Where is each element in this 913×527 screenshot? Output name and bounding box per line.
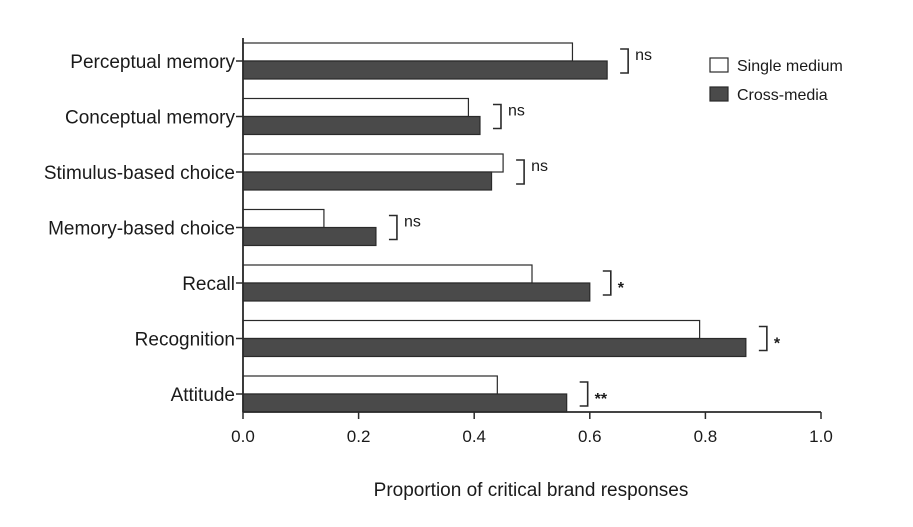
bar-single-medium bbox=[242, 319, 701, 340]
x-tick-label: 1.0 bbox=[809, 427, 833, 446]
x-axis-label: Proportion of critical brand responses bbox=[374, 480, 689, 501]
significance-bracket bbox=[388, 214, 398, 241]
category-label: Perceptual memory bbox=[70, 52, 235, 73]
bar-single-medium bbox=[242, 375, 498, 395]
significance-label: * bbox=[618, 280, 625, 297]
bar-cross-media bbox=[242, 226, 377, 247]
x-tick-label: 0.2 bbox=[347, 427, 371, 446]
x-tick-label: 0.4 bbox=[462, 427, 486, 446]
significance-label: ns bbox=[404, 214, 421, 231]
bar-single-medium bbox=[242, 153, 504, 173]
bar-single-medium bbox=[242, 42, 574, 62]
significance-label: ns bbox=[635, 47, 652, 64]
bar-cross-media bbox=[242, 282, 591, 302]
category-label: Conceptual memory bbox=[65, 108, 236, 129]
bar-cross-media bbox=[242, 171, 493, 191]
legend: Single medium Cross-media bbox=[709, 57, 843, 104]
category-label: Recognition bbox=[135, 330, 235, 351]
legend-label: Cross-media bbox=[737, 87, 828, 104]
legend-swatch bbox=[709, 57, 729, 73]
category-label: Attitude bbox=[171, 385, 235, 406]
bar-single-medium bbox=[242, 97, 470, 118]
bar-cross-media bbox=[242, 60, 608, 80]
bar-cross-media bbox=[242, 393, 568, 413]
legend-swatch bbox=[709, 86, 729, 102]
bar-cross-media bbox=[242, 115, 481, 136]
x-tick-label: 0.6 bbox=[578, 427, 602, 446]
x-tick-label: 0.8 bbox=[694, 427, 718, 446]
significance-bracket bbox=[758, 325, 768, 352]
significance-label: ns bbox=[508, 103, 525, 120]
significance-label: * bbox=[774, 336, 781, 353]
significance-bracket bbox=[516, 159, 525, 185]
legend-label: Single medium bbox=[737, 58, 843, 75]
bar-single-medium bbox=[242, 208, 325, 229]
bar-single-medium bbox=[242, 264, 533, 284]
x-axis: 0.0 0.2 0.4 0.6 0.8 1.0 bbox=[231, 411, 833, 446]
category-label: Memory-based choice bbox=[48, 219, 235, 240]
category-label: Recall bbox=[182, 274, 235, 295]
significance-bracket bbox=[579, 381, 589, 407]
x-tick-label: 0.0 bbox=[231, 427, 255, 446]
significance-bracket bbox=[492, 103, 502, 130]
category-label: Stimulus-based choice bbox=[44, 163, 235, 184]
significance-bracket bbox=[620, 48, 629, 74]
bar-cross-media bbox=[242, 337, 747, 358]
significance-label: ns bbox=[531, 158, 548, 175]
bars-group bbox=[242, 42, 747, 413]
significance-bracket bbox=[602, 270, 612, 296]
significance-label: ** bbox=[595, 391, 608, 408]
y-axis: Perceptual memory Conceptual memory Stimul… bbox=[44, 38, 244, 412]
